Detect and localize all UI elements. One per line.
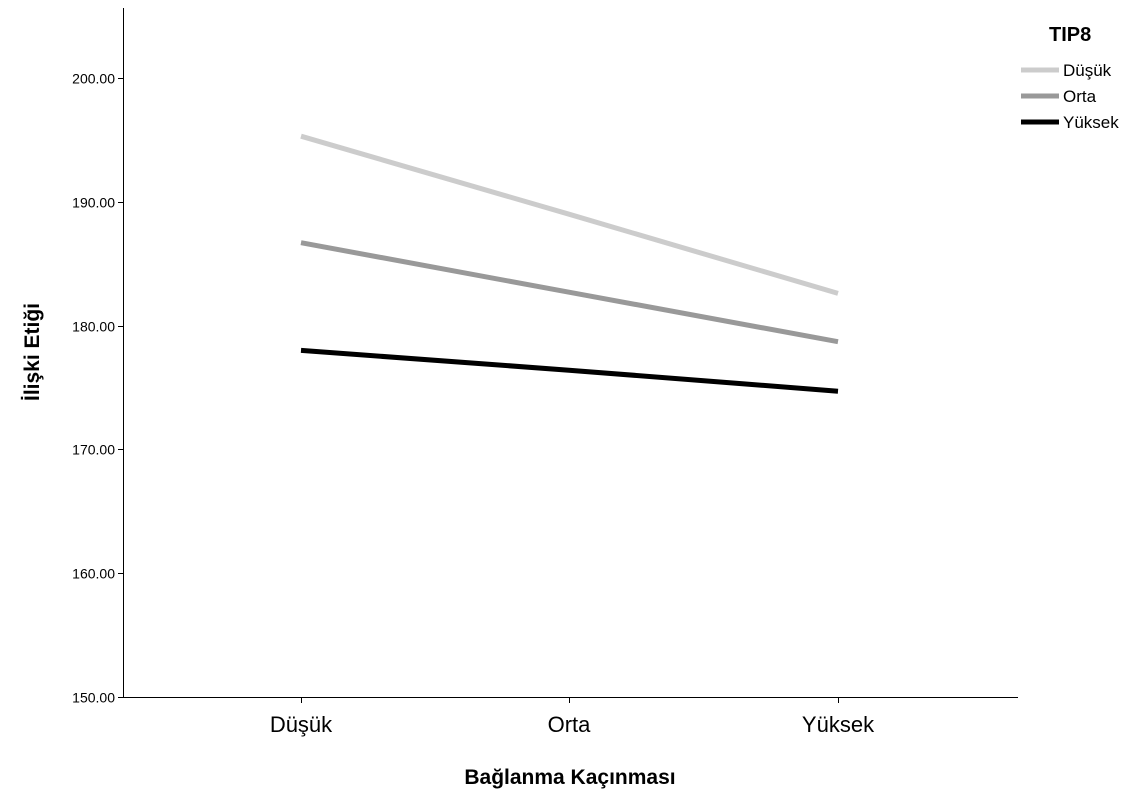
x-tick-label: Yüksek [802,712,875,737]
y-tick-label: 190.00 [72,195,115,211]
y-tick-label: 200.00 [72,71,115,87]
legend: TIP8 Düşük Orta Yüksek [1021,24,1119,132]
series-line-2 [300,347,839,394]
y-tick-label: 150.00 [72,690,115,706]
y-tick-label: 180.00 [72,319,115,335]
axes: 150.00 160.00 170.00 180.00 190.00 200.00 Düşü… [21,8,1018,789]
series-lines [300,133,839,394]
x-tick-label: Orta [548,712,592,737]
series-line-1 [300,240,839,345]
legend-title: TIP8 [1049,24,1091,46]
legend-label: Yüksek [1063,113,1119,132]
y-axis-title: İlişki Etiği [21,303,44,401]
x-axis-title: Bağlanma Kaçınması [464,766,675,789]
series-line-0 [300,133,839,296]
legend-label: Orta [1063,87,1097,106]
x-tick-label: Düşük [270,712,333,737]
y-tick-label: 170.00 [72,442,115,458]
y-tick-label: 160.00 [72,566,115,582]
legend-label: Düşük [1063,61,1112,80]
